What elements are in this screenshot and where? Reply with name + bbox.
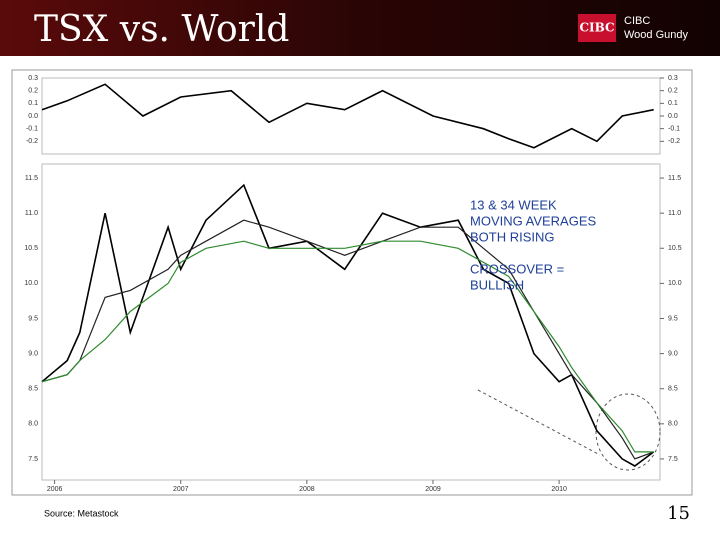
y-tick-label: 0.3: [28, 75, 38, 82]
annotation: 13 & 34 WEEK: [470, 197, 557, 212]
y-tick-label: 9.5: [668, 315, 678, 322]
x-tick-label: 2010: [551, 486, 567, 493]
y-tick-label: 0.1: [668, 100, 678, 107]
y-tick-label: 11.5: [668, 175, 681, 182]
y-tick-label: 8.5: [28, 386, 38, 393]
y-tick-label: 7.5: [28, 456, 38, 463]
x-tick-label: 2008: [299, 486, 315, 493]
series-line: [41, 240, 654, 453]
logo-box: [578, 14, 616, 42]
logo-text: CIBC: [624, 15, 650, 27]
y-tick-label: 8.0: [668, 421, 678, 428]
y-tick-label: 10.0: [668, 280, 682, 287]
annotation: BOTH RISING: [470, 229, 555, 244]
annotation: MOVING AVERAGES: [470, 213, 597, 228]
y-tick-label: 8.0: [28, 421, 38, 428]
y-tick-label: 8.5: [668, 386, 678, 393]
slide-title: TSX vs. World: [34, 9, 289, 50]
y-tick-label: -0.1: [668, 126, 680, 133]
y-tick-label: 9.0: [28, 350, 38, 357]
y-tick-label: -0.2: [668, 138, 680, 145]
y-tick-label: 11.0: [668, 210, 681, 217]
price-panel: [41, 163, 661, 481]
logo-text: Wood Gundy: [624, 29, 689, 41]
series-line: [41, 219, 654, 460]
y-tick-label: -0.2: [26, 138, 38, 145]
y-tick-label: 7.5: [668, 456, 678, 463]
series-line: [41, 83, 654, 149]
y-tick-label: 10.5: [24, 245, 38, 252]
y-tick-label: 10.0: [24, 280, 38, 287]
chart-frame: [11, 69, 693, 496]
x-tick-label: 2009: [425, 486, 441, 493]
logo-mark: CIBC: [579, 21, 614, 35]
y-tick-label: 0.3: [668, 75, 678, 82]
y-tick-label: 0.0: [28, 113, 38, 120]
y-tick-label: 0.1: [28, 100, 38, 107]
annotation: CROSSOVER =: [470, 261, 564, 276]
x-tick-label: 2006: [47, 486, 63, 493]
trend-line: [477, 389, 601, 456]
y-tick-label: 0.2: [668, 88, 678, 95]
y-tick-label: 0.0: [668, 113, 678, 120]
y-tick-label: -0.1: [26, 126, 38, 133]
page-number: 15: [667, 503, 690, 524]
y-tick-label: 11.0: [25, 210, 38, 217]
y-tick-label: 11.5: [25, 175, 38, 182]
source-note: Source: Metastock: [44, 508, 119, 518]
x-tick-label: 2007: [173, 486, 189, 493]
y-tick-label: 9.5: [28, 315, 38, 322]
y-tick-label: 10.5: [668, 245, 682, 252]
y-tick-label: 9.0: [668, 350, 678, 357]
series-line: [41, 183, 655, 467]
highlight-circle: [595, 393, 661, 471]
y-tick-label: 0.2: [28, 88, 38, 95]
annotation: BULLISH: [470, 277, 524, 292]
